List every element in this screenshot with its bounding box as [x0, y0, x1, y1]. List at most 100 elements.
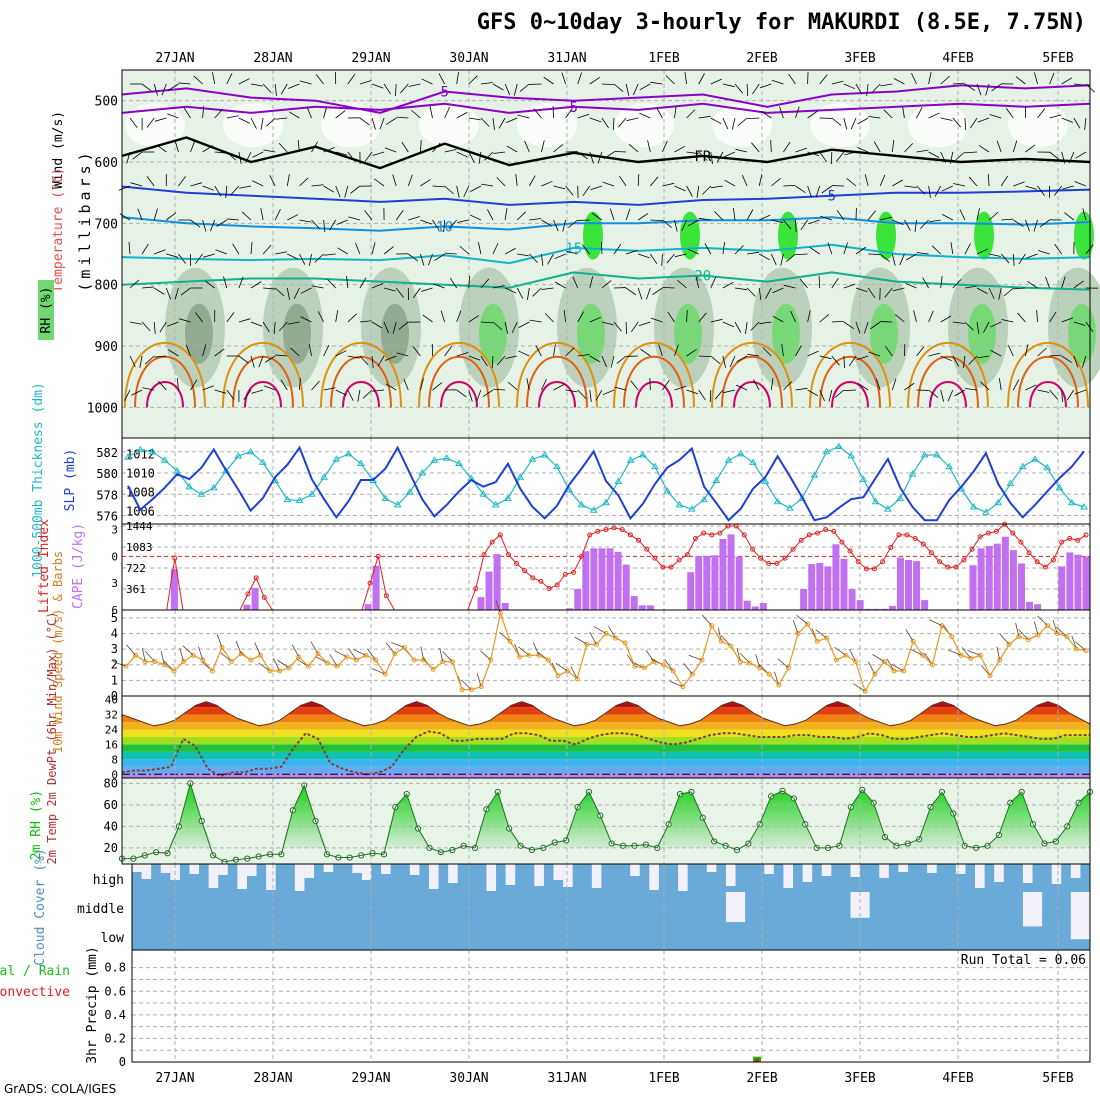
thickness-line: [127, 445, 1085, 513]
thickness-marker: [185, 482, 194, 490]
wind-barb: [273, 321, 276, 334]
wind-barb: [372, 668, 386, 675]
wind-speed-marker: [920, 652, 926, 658]
wind-barb: [819, 313, 830, 323]
wind-barb: [1062, 185, 1074, 190]
li-marker: [961, 557, 967, 563]
wind-barb: [346, 276, 349, 289]
li-marker: [554, 582, 560, 588]
wind-barb: [674, 106, 677, 119]
wind-barb: [238, 78, 250, 85]
wind-barbs: [118, 71, 1098, 403]
wind-barb: [132, 151, 143, 160]
wind-barb: [299, 253, 306, 265]
wind-barb: [1073, 83, 1086, 86]
wind-barb: [1013, 287, 1026, 290]
wind-barb: [529, 319, 542, 323]
wind-barb: [383, 246, 394, 255]
wind-barb: [661, 253, 663, 267]
wind-barb: [532, 642, 540, 656]
wind-barb: [637, 287, 643, 300]
wind-barb: [639, 112, 651, 119]
date-label-bottom: 2FEB: [746, 1071, 777, 1086]
wind-barb: [562, 219, 566, 232]
wind-barb: [597, 151, 603, 164]
wind-barb: [420, 253, 425, 266]
wind-barb: [480, 650, 492, 661]
wind-barb: [543, 76, 554, 85]
wind-barb: [959, 208, 966, 221]
wind-barb: [529, 218, 542, 221]
cape-bar: [880, 608, 888, 610]
wind-barb: [905, 282, 917, 289]
temperature-contour: [121, 102, 1091, 114]
wind-barb: [529, 253, 538, 263]
thickness-marker: [700, 495, 708, 503]
wind-barb: [518, 321, 530, 328]
thickness-axis-label: 1000-500mb Thickness (dm): [31, 382, 46, 578]
li-marker: [514, 561, 520, 567]
wind-barb: [807, 350, 819, 357]
date-label-bottom: 3FEB: [844, 1071, 875, 1086]
wind-barb: [210, 219, 216, 232]
cape-bar: [703, 555, 711, 610]
wind-barb: [264, 355, 276, 363]
wind-barb: [928, 112, 940, 119]
wind-barb: [1026, 253, 1038, 259]
wind-barb: [183, 107, 191, 119]
wind-barb: [335, 389, 347, 396]
wind-barb: [432, 382, 443, 391]
wind-barb: [309, 253, 312, 266]
wind-barb: [553, 344, 556, 357]
wind-speed-marker: [507, 638, 513, 644]
wind-barb: [250, 83, 263, 87]
cloud-clear-high: [132, 864, 142, 872]
wind-barb: [167, 113, 179, 119]
wind-barb: [153, 208, 158, 221]
date-label-top: 5FEB: [1042, 51, 1073, 66]
pressure-tick-label: 500: [95, 95, 118, 110]
wind-speed-marker: [200, 657, 206, 663]
thickness-marker: [1031, 455, 1039, 462]
date-label-bottom: 30JAN: [449, 1071, 488, 1086]
wind-barb: [263, 149, 276, 153]
wind-barb: [517, 646, 530, 656]
wind-barb: [141, 83, 152, 92]
wind-barb: [964, 243, 971, 255]
rh-blob: [1074, 211, 1094, 260]
wind-barb: [807, 110, 818, 119]
wind-barb: [614, 150, 627, 153]
wind-barb: [686, 151, 699, 155]
wind-barb: [395, 287, 404, 298]
wind-barb: [967, 649, 981, 656]
wind-barb: [306, 106, 312, 119]
wind-barb: [480, 321, 493, 324]
wind-barb: [476, 673, 482, 687]
wind-barb: [800, 219, 808, 231]
wind-barb: [202, 145, 213, 153]
cape-bar: [743, 600, 751, 610]
wind-barb: [1015, 622, 1020, 637]
thickness-tick-label: 582: [96, 446, 118, 460]
wind-barb: [250, 117, 257, 129]
wind-barb: [577, 113, 590, 119]
wind-barb: [487, 209, 494, 221]
wind-barb: [698, 312, 707, 323]
wind-barb: [517, 114, 530, 119]
li-marker: [538, 578, 544, 584]
wind-barb: [892, 287, 905, 292]
wind-speed-marker: [757, 665, 763, 671]
cloud-clear-high: [534, 864, 544, 886]
wind-speed-marker: [430, 666, 436, 672]
li-marker: [579, 553, 585, 559]
wind-barb: [329, 654, 338, 667]
wind-barb: [976, 321, 980, 334]
wind-barb: [193, 75, 203, 85]
thickness-tick-label: 580: [96, 467, 118, 481]
wind-barb: [347, 313, 357, 323]
wind-barb: [129, 117, 138, 128]
wind-speed-marker: [661, 662, 667, 668]
wind-barb: [293, 287, 300, 299]
cape-bar: [485, 571, 493, 610]
wind-barb: [1007, 344, 1014, 357]
